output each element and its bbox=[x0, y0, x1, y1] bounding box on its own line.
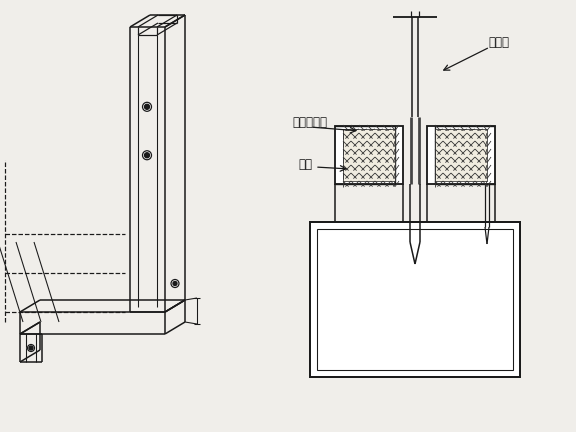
Circle shape bbox=[142, 151, 151, 160]
Bar bbox=[427, 126, 495, 184]
Circle shape bbox=[29, 346, 33, 350]
Bar bbox=[335, 126, 403, 184]
Circle shape bbox=[145, 153, 150, 158]
Circle shape bbox=[145, 104, 150, 109]
Bar bbox=[310, 222, 520, 377]
Text: 木条: 木条 bbox=[298, 158, 312, 171]
Bar bbox=[343, 129, 395, 181]
Bar bbox=[317, 229, 513, 370]
Text: 金属压条槽: 金属压条槽 bbox=[292, 115, 327, 128]
Circle shape bbox=[173, 282, 177, 286]
Text: 玻璃板: 玻璃板 bbox=[488, 35, 509, 48]
Circle shape bbox=[171, 280, 179, 288]
Bar bbox=[435, 129, 487, 181]
Circle shape bbox=[142, 102, 151, 111]
Circle shape bbox=[28, 344, 35, 352]
